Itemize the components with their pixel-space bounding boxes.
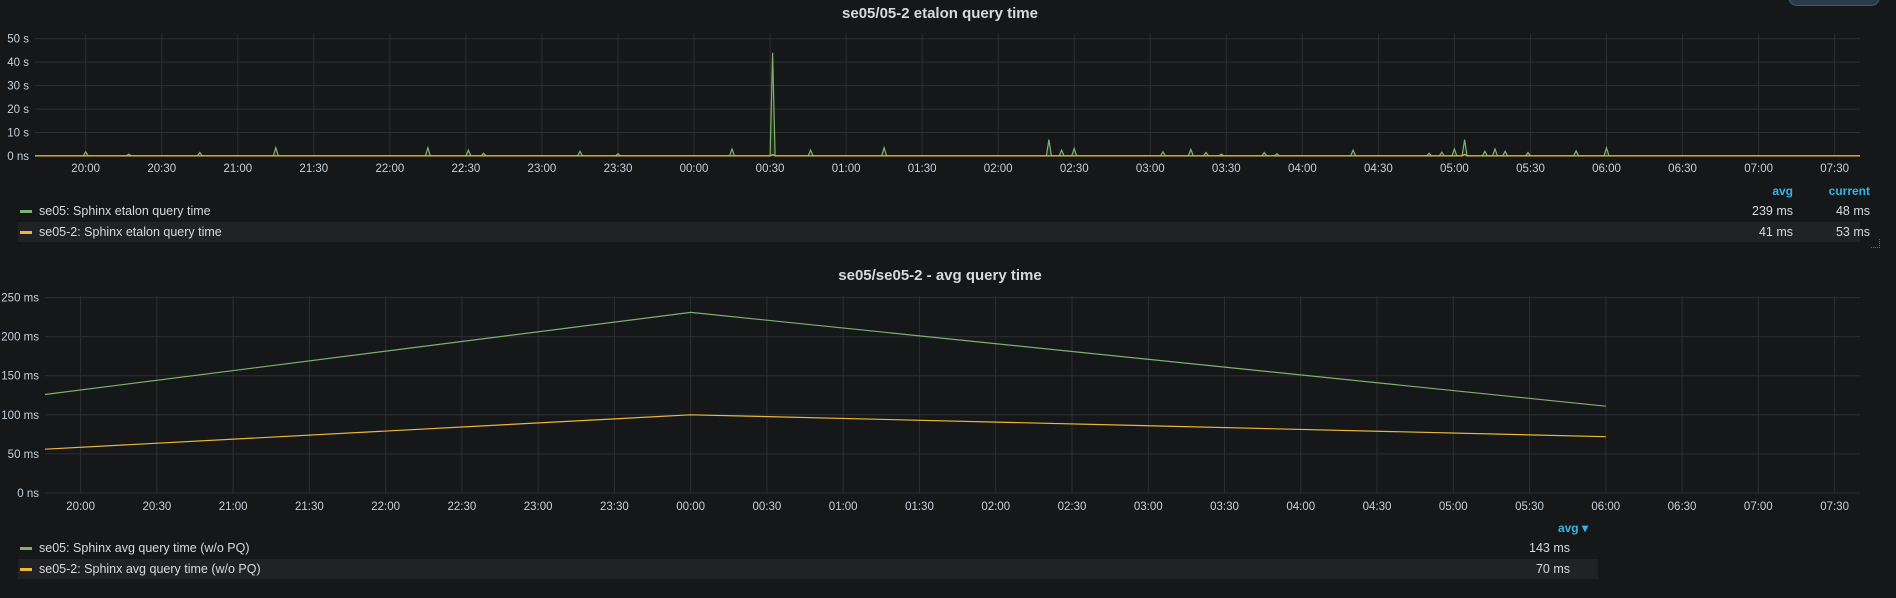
x-tick-label: 00:00	[680, 163, 709, 175]
x-tick-label: 01:00	[829, 501, 858, 513]
x-tick-label: 04:30	[1363, 501, 1392, 513]
x-tick-label: 05:00	[1440, 163, 1469, 175]
resize-handle[interactable]	[1870, 238, 1880, 248]
x-tick-label: 03:30	[1210, 501, 1239, 513]
x-tick-label: 04:00	[1286, 501, 1315, 513]
legend-label: se05: Sphinx etalon query time	[39, 204, 211, 218]
y-tick-label: 50 ms	[8, 449, 40, 461]
series-color-swatch[interactable]	[20, 231, 32, 234]
x-tick-label: 20:00	[71, 163, 100, 175]
y-tick-label: 250 ms	[1, 293, 39, 305]
x-tick-label: 21:30	[299, 163, 328, 175]
x-tick-label: 03:30	[1212, 163, 1241, 175]
legend-header-avg-sort[interactable]: avg ▾	[1557, 521, 1588, 535]
y-tick-label: 30 s	[7, 81, 29, 93]
series-line-se05	[44, 311, 1606, 407]
x-tick-label: 02:00	[981, 501, 1010, 513]
series-line-se05	[34, 52, 1861, 157]
y-tick-label: 10 s	[7, 128, 29, 140]
x-tick-label: 07:30	[1820, 501, 1849, 513]
legend-header-current[interactable]: current	[1828, 184, 1870, 198]
x-tick-label: 03:00	[1136, 163, 1165, 175]
legend-row[interactable]: se05-2: Sphinx avg query time (w/o PQ) 7…	[18, 559, 1598, 579]
x-tick-label: 06:30	[1668, 501, 1697, 513]
x-tick-label: 23:30	[604, 163, 633, 175]
x-tick-label: 02:30	[1060, 163, 1089, 175]
y-tick-label: 40 s	[7, 57, 29, 69]
x-tick-label: 05:30	[1515, 501, 1544, 513]
panel-avg-query-time: se05/se05-2 - avg query time avg ▾ se05:…	[0, 262, 1896, 592]
panel-etalon-query-time: se05/05-2 etalon query time avg current …	[0, 0, 1896, 250]
panel-title: se05/05-2 etalon query time	[842, 5, 1038, 22]
legend-row[interactable]: se05-2: Sphinx etalon query time 41 ms 5…	[18, 222, 1870, 242]
x-tick-label: 01:30	[908, 163, 937, 175]
series-line-se05-2	[44, 414, 1606, 450]
x-tick-label: 07:30	[1820, 163, 1849, 175]
legend-avg-value: 239 ms	[1752, 204, 1793, 218]
x-tick-label: 03:00	[1134, 501, 1163, 513]
panel-title: se05/se05-2 - avg query time	[838, 267, 1042, 284]
series-line-se05-2	[34, 153, 1861, 157]
x-tick-label: 02:00	[984, 163, 1013, 175]
y-tick-label: 200 ms	[1, 332, 39, 344]
x-tick-label: 04:00	[1288, 163, 1317, 175]
series-color-swatch[interactable]	[20, 210, 32, 213]
legend-avg-value: 41 ms	[1758, 225, 1793, 239]
x-tick-label: 05:30	[1516, 163, 1545, 175]
legend-avg-value: 143 ms	[1529, 541, 1570, 555]
x-tick-label: 06:00	[1591, 501, 1620, 513]
y-tick-label: 100 ms	[1, 410, 39, 422]
x-tick-label: 23:00	[524, 501, 553, 513]
legend: avg ▾ se05: Sphinx avg query time (w/o P…	[18, 521, 1598, 581]
x-tick-label: 23:30	[600, 501, 629, 513]
legend-current-value: 48 ms	[1835, 204, 1870, 218]
x-tick-label: 06:30	[1668, 163, 1697, 175]
legend-label: se05-2: Sphinx avg query time (w/o PQ)	[39, 562, 261, 576]
legend-header-avg[interactable]: avg	[1772, 184, 1793, 198]
x-tick-label: 06:00	[1592, 163, 1621, 175]
x-tick-label: 21:00	[223, 163, 252, 175]
legend-row[interactable]: se05: Sphinx avg query time (w/o PQ) 143…	[18, 538, 1598, 558]
x-tick-label: 04:30	[1364, 163, 1393, 175]
x-tick-label: 07:00	[1744, 163, 1773, 175]
x-tick-label: 22:30	[452, 163, 481, 175]
x-tick-label: 20:30	[142, 501, 171, 513]
legend-avg-value: 70 ms	[1535, 562, 1570, 576]
x-tick-label: 00:00	[676, 501, 705, 513]
y-tick-label: 0 ns	[17, 488, 39, 500]
y-tick-label: 50 s	[7, 34, 29, 46]
x-tick-label: 01:00	[832, 163, 861, 175]
legend-label: se05: Sphinx avg query time (w/o PQ)	[39, 541, 250, 555]
x-tick-label: 21:00	[219, 501, 248, 513]
series-color-swatch[interactable]	[20, 547, 32, 550]
legend-label: se05-2: Sphinx etalon query time	[39, 225, 222, 239]
y-tick-label: 0 ns	[7, 151, 29, 163]
x-tick-label: 01:30	[905, 501, 934, 513]
x-tick-label: 00:30	[756, 163, 785, 175]
x-tick-label: 02:30	[1058, 501, 1087, 513]
series-color-swatch[interactable]	[20, 568, 32, 571]
legend-current-value: 53 ms	[1835, 225, 1870, 239]
x-tick-label: 20:30	[147, 163, 176, 175]
x-tick-label: 20:00	[66, 501, 95, 513]
x-tick-label: 07:00	[1744, 501, 1773, 513]
x-tick-label: 05:00	[1439, 501, 1468, 513]
y-tick-label: 20 s	[7, 104, 29, 116]
x-tick-label: 22:30	[448, 501, 477, 513]
legend-row[interactable]: se05: Sphinx etalon query time 239 ms 48…	[18, 201, 1870, 221]
y-tick-label: 150 ms	[1, 371, 39, 383]
x-tick-label: 22:00	[371, 501, 400, 513]
x-tick-label: 00:30	[753, 501, 782, 513]
x-tick-label: 21:30	[295, 501, 324, 513]
legend: avg current se05: Sphinx etalon query ti…	[18, 184, 1870, 244]
x-tick-label: 23:00	[528, 163, 557, 175]
x-tick-label: 22:00	[375, 163, 404, 175]
